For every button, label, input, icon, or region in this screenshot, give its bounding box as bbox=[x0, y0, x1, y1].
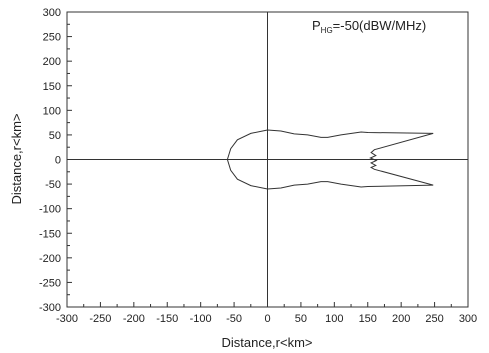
x-tick-label: 300 bbox=[459, 313, 477, 325]
y-tick-label: -50 bbox=[45, 179, 61, 191]
x-axis: -300 -250 -200 -150 -100 -50 0 50 100 150 200 250 30… bbox=[56, 302, 477, 325]
contour-line bbox=[226, 129, 434, 190]
y-tick-label: 200 bbox=[43, 56, 61, 68]
x-tick-label: 0 bbox=[264, 313, 270, 325]
x-tick-label: 200 bbox=[392, 313, 410, 325]
y-tick-label: 100 bbox=[43, 105, 61, 117]
x-tick-label: -300 bbox=[56, 313, 78, 325]
x-tick-label: -100 bbox=[190, 313, 212, 325]
x-axis-title: Distance,r<km> bbox=[221, 335, 312, 350]
y-tick-label: -200 bbox=[39, 253, 61, 265]
y-tick-label: 300 bbox=[43, 7, 61, 19]
x-tick-label: 150 bbox=[359, 313, 377, 325]
power-annotation: PHG=-50(dBW/MHz) bbox=[312, 18, 426, 35]
y-tick-label: 0 bbox=[55, 155, 61, 167]
y-tick-label: 150 bbox=[43, 81, 61, 93]
x-tick-label: -200 bbox=[123, 313, 145, 325]
y-tick-label: -250 bbox=[39, 277, 61, 289]
x-tick-label: 50 bbox=[295, 313, 307, 325]
y-axis-title: Distance,r<km> bbox=[9, 113, 24, 204]
series-layer bbox=[226, 129, 434, 190]
x-tick-label: -150 bbox=[156, 313, 178, 325]
y-tick-label: -300 bbox=[39, 302, 61, 314]
x-tick-label: 250 bbox=[425, 313, 443, 325]
y-tick-label: -150 bbox=[39, 228, 61, 240]
y-tick-label: 250 bbox=[43, 32, 61, 44]
y-axis: -300 -250 -200 -150 -100 -50 0 50 100 150 200 250 30… bbox=[39, 7, 72, 314]
y-tick-label: 50 bbox=[49, 130, 61, 142]
y-tick-label: -100 bbox=[39, 204, 61, 216]
x-tick-label: -50 bbox=[226, 313, 242, 325]
x-tick-label: 100 bbox=[325, 313, 343, 325]
x-tick-label: -250 bbox=[89, 313, 111, 325]
